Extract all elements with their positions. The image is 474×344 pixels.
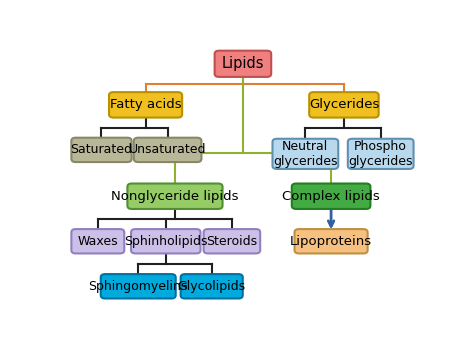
FancyBboxPatch shape [348,139,413,169]
Text: Phospho
glycerides: Phospho glycerides [348,140,413,168]
Text: Lipids: Lipids [222,56,264,71]
FancyBboxPatch shape [294,229,368,254]
FancyBboxPatch shape [181,274,243,299]
Text: Glycolipids: Glycolipids [178,280,246,293]
FancyBboxPatch shape [292,183,370,209]
Text: Saturated: Saturated [71,143,133,157]
FancyBboxPatch shape [101,274,176,299]
Text: Waxes: Waxes [78,235,118,248]
Text: Nonglyceride lipids: Nonglyceride lipids [111,190,239,203]
FancyBboxPatch shape [215,51,271,77]
Text: Complex lipids: Complex lipids [282,190,380,203]
Text: Sphingomyelins: Sphingomyelins [89,280,188,293]
FancyBboxPatch shape [72,229,124,254]
FancyBboxPatch shape [109,92,182,118]
FancyBboxPatch shape [72,138,132,162]
FancyBboxPatch shape [273,139,338,169]
FancyBboxPatch shape [134,138,201,162]
Text: Neutral
glycerides: Neutral glycerides [273,140,337,168]
Text: Glycerides: Glycerides [309,98,379,111]
Text: Fatty acids: Fatty acids [110,98,182,111]
Text: Unsaturated: Unsaturated [129,143,206,157]
Text: Steroids: Steroids [206,235,257,248]
Text: Sphinholipids: Sphinholipids [124,235,208,248]
FancyBboxPatch shape [128,183,222,209]
FancyBboxPatch shape [204,229,260,254]
Text: Lipoproteins: Lipoproteins [290,235,372,248]
FancyBboxPatch shape [131,229,201,254]
FancyBboxPatch shape [309,92,379,118]
